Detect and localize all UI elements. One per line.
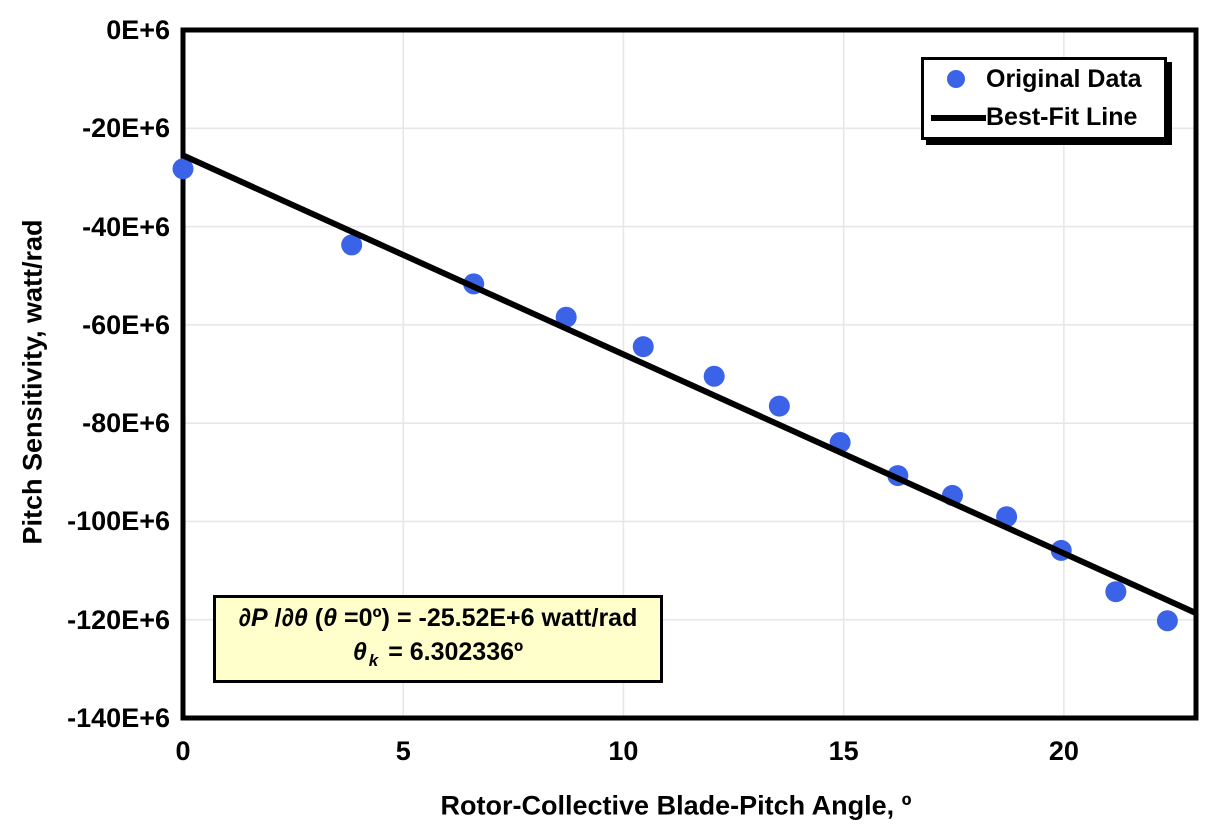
data-point (341, 234, 363, 256)
data-point (172, 158, 194, 180)
data-point (768, 395, 790, 417)
annotation-text: θ (352, 637, 367, 666)
annotation-text: ∂P (238, 603, 268, 632)
data-point (632, 336, 654, 358)
annotation-text: ∂θ (281, 603, 308, 632)
annotation-text: = 6.302336º (381, 637, 524, 666)
annotation-line1: ∂P /∂θ (θ =0º) = -25.52E+6 watt/rad (239, 601, 638, 635)
legend: Original Data Best-Fit Line (921, 57, 1167, 140)
annotation-text: k (368, 650, 379, 670)
plot-frame (180, 27, 1199, 721)
x-axis-title: Rotor-Collective Blade-Pitch Angle, º (440, 790, 912, 821)
legend-item-best-fit-line: Best-Fit Line (924, 99, 1164, 137)
data-point (555, 306, 577, 328)
data-point (703, 365, 725, 387)
line-sample-icon (931, 114, 986, 121)
y-axis-title: Pitch Sensitivity, watt/rad (17, 219, 48, 545)
annotation-text: =0º) = -25.52E+6 watt/rad (337, 603, 638, 632)
best-fit-line (181, 152, 1198, 616)
annotation-text: θ (323, 603, 338, 632)
annotation-text: ( (307, 603, 324, 632)
annotation-text: / (267, 603, 282, 632)
data-point (1105, 581, 1127, 603)
data-point (1156, 610, 1178, 632)
legend-label: Best-Fit Line (986, 103, 1138, 132)
scatter-marker-icon (947, 70, 965, 89)
legend-item-original-data: Original Data (924, 60, 1164, 98)
legend-label: Original Data (986, 64, 1142, 93)
